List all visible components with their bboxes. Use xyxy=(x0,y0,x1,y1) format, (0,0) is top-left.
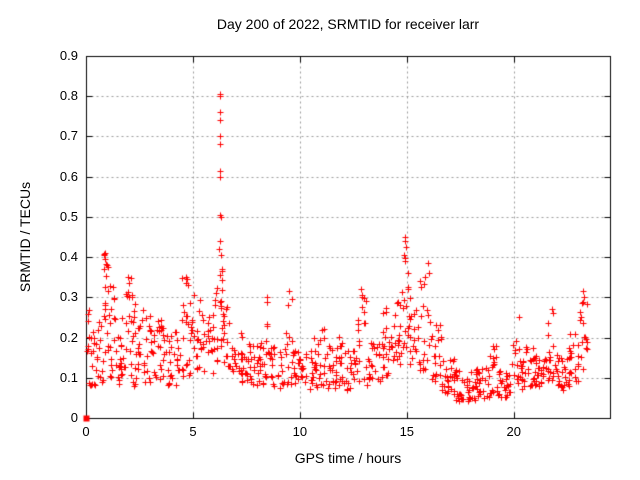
x-tick-label-0: 0 xyxy=(82,424,90,439)
y-tick-label-0.1: 0.1 xyxy=(59,369,78,385)
x-tick-label-20: 20 xyxy=(506,424,521,439)
y-tick-label-0.2: 0.2 xyxy=(59,329,78,345)
x-axis-label: GPS time / hours xyxy=(294,450,402,466)
y-tick-label-0.5: 0.5 xyxy=(59,208,78,224)
x-tick-label-10: 10 xyxy=(292,424,308,439)
y-tick-label-0.3: 0.3 xyxy=(59,289,78,305)
x-tick-label-5: 5 xyxy=(189,424,197,439)
y-tick-label-0.4: 0.4 xyxy=(59,249,78,265)
y-tick-label-0.9: 0.9 xyxy=(59,48,78,63)
chart-title: Day 200 of 2022, SRMTID for receiver lar… xyxy=(216,16,480,32)
y-axis-label: SRMTID / TECUs xyxy=(17,181,33,293)
y-tick-label-0.6: 0.6 xyxy=(59,168,78,184)
x-tick-label-15: 15 xyxy=(399,424,415,439)
y-tick-label-0: 0 xyxy=(70,410,78,425)
y-tick-label-0.7: 0.7 xyxy=(59,128,78,144)
y-tick-label-0.8: 0.8 xyxy=(59,88,78,104)
